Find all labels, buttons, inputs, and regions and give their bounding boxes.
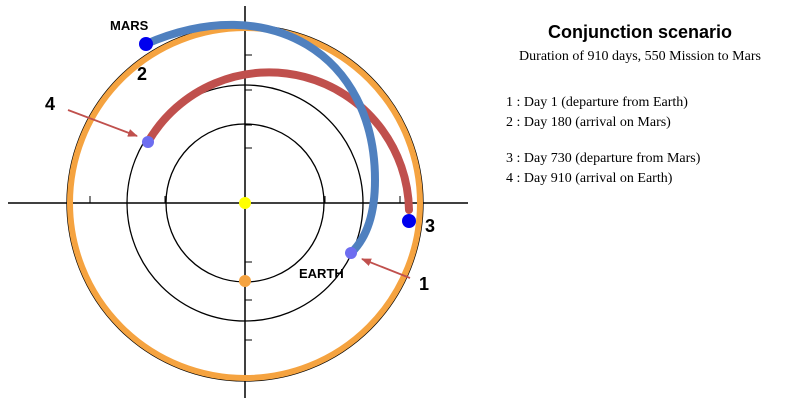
- outbound-transfer-arc: [142, 20, 380, 257]
- earth-departure-dot: [345, 247, 357, 259]
- mars-position-dot: [139, 37, 153, 51]
- legend-panel: Conjunction scenario Duration of 910 day…: [490, 22, 790, 189]
- arrow-to-point-1: [361, 258, 411, 279]
- earth-label: EARTH: [299, 266, 344, 281]
- mars-label: MARS: [110, 18, 149, 33]
- axis-ticks: [89, 54, 401, 341]
- marker-2-label: 2: [137, 64, 147, 84]
- orbit-diagram: MARS EARTH 2 4 3 1: [8, 6, 468, 398]
- return-transfer-arc: [144, 68, 413, 214]
- marker-4-label: 4: [45, 94, 55, 114]
- event-item: 2 : Day 180 (arrival on Mars): [506, 115, 671, 130]
- arrow-to-point-4: [67, 109, 138, 137]
- earth-return-dot: [142, 136, 154, 148]
- sun-icon: [239, 197, 251, 209]
- event-item: 3 : Day 730 (departure from Mars): [506, 151, 701, 166]
- event-item: 4 : Day 910 (arrival on Earth): [506, 171, 673, 186]
- marker-3-label: 3: [425, 216, 435, 236]
- event-item: 1 : Day 1 (departure from Earth): [506, 95, 688, 110]
- earth-orbit: [126, 84, 364, 322]
- diagram-title: Conjunction scenario: [547, 22, 733, 42]
- diagram-subtitle: Duration of 910 days, 550 Mission to Mar…: [519, 49, 761, 64]
- orange-body-icon: [239, 275, 251, 287]
- marker-1-label: 1: [419, 274, 429, 294]
- mars-departure-dot: [402, 214, 416, 228]
- event-group-earth: 1 : Day 1 (departure from Earth) 2 : Day…: [506, 93, 790, 133]
- event-group-mars: 3 : Day 730 (departure from Mars) 4 : Da…: [506, 149, 790, 189]
